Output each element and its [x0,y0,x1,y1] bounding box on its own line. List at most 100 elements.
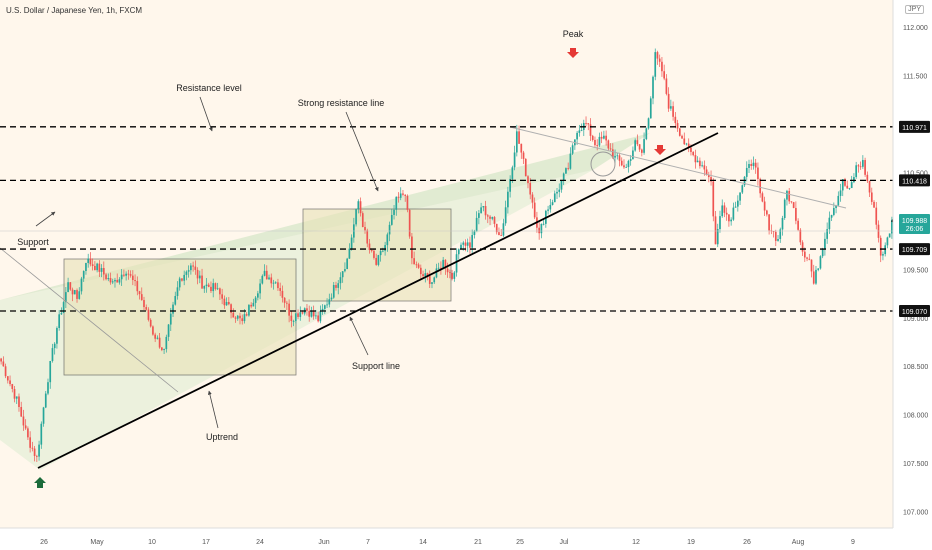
candle [607,139,610,152]
candle [386,232,389,252]
candle [245,312,248,317]
candle [714,210,717,245]
candle [853,173,855,184]
candle-body [174,295,177,305]
candle [53,342,56,355]
candle [399,187,402,201]
candle [82,270,85,282]
candle-body [109,278,112,283]
candle [332,281,335,299]
candle [594,136,596,147]
candle [366,228,369,248]
candle-body [286,302,288,304]
candle-body [205,284,208,287]
candle [397,192,400,203]
candle-body [433,277,436,283]
candle [757,162,759,186]
candle-body [283,297,286,303]
candle [547,205,549,215]
candle [138,290,141,300]
candle-body [297,313,299,317]
candle [312,305,315,320]
candle-body [828,217,831,230]
candle-body [676,123,679,129]
candle [665,74,668,96]
candle-body [553,193,556,203]
candle [299,306,302,321]
candle [844,177,846,187]
candle [13,385,16,403]
candle-body [384,245,386,251]
candle [265,265,268,280]
candle-body [685,143,688,145]
candle [486,214,489,224]
candle [406,194,409,213]
y-tick-label: 108.000 [903,413,928,420]
lower-high-red-arrow-icon [654,145,666,155]
candle-body [696,160,699,163]
candle-body [123,274,125,276]
candle-body [51,348,54,361]
candle-body [518,131,520,144]
candle-body [457,249,460,255]
candle-body [750,163,753,166]
candle-body [393,209,395,215]
candle-body [620,160,623,166]
currency-badge[interactable]: JPY [905,5,924,14]
candle [9,375,11,387]
candle-body [817,268,820,270]
candle [33,445,36,462]
candle-body [797,220,799,230]
candle-body [790,201,793,203]
candle-body [395,196,398,210]
candle-body [808,258,811,260]
candle [263,264,266,277]
candle [565,167,567,174]
candle-body [277,282,279,289]
candle [685,142,688,146]
candle [290,311,293,328]
y-tick-label: 109.500 [903,267,928,274]
support-pointer [35,211,56,227]
candle [721,199,724,218]
label-support: Support [17,237,49,247]
candle [323,304,326,315]
candle-body [832,208,835,215]
candle-body [114,279,116,282]
candle [864,157,866,177]
candle-body [337,283,340,288]
candle [520,143,523,159]
candle-body [857,165,860,167]
candle [658,54,661,67]
candle [736,195,739,212]
candle-body [198,275,201,279]
candle [846,180,849,189]
candle-body [411,236,413,259]
candle [232,308,235,318]
candle-body [491,217,494,219]
candle-body [158,337,161,348]
candle-body [47,382,49,394]
candle-body [413,258,415,265]
candle-body [377,255,380,265]
candle [56,326,58,349]
candle [600,131,603,144]
candle [129,270,132,278]
candle-body [674,116,677,124]
label-resistance-level: Resistance level [176,83,242,93]
candle-body [603,135,605,139]
candle [862,155,864,169]
x-tick-label: 19 [687,539,695,546]
candle [261,274,264,285]
support-line-pointer [349,316,369,356]
candle-body [449,272,451,274]
candle-body [520,143,523,153]
candle-body [649,98,652,119]
candle [725,207,728,221]
candles [0,48,893,462]
candle-body [56,327,58,344]
candle-body [687,143,690,148]
candle-body [431,282,433,284]
candle [484,200,487,220]
